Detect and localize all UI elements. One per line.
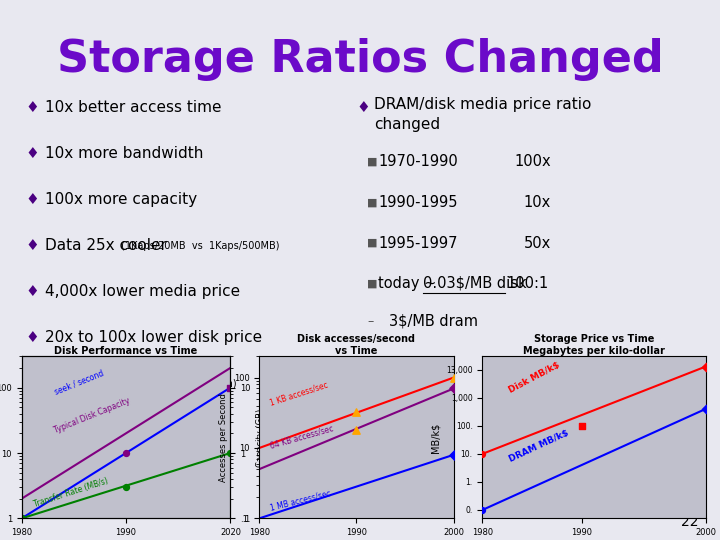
Text: 10x more bandwidth: 10x more bandwidth: [45, 146, 203, 161]
Text: 1990-1995: 1990-1995: [378, 195, 457, 210]
Title: Disk accesses/second
vs Time: Disk accesses/second vs Time: [297, 334, 415, 356]
Y-axis label: MB/k$: MB/k$: [431, 422, 441, 453]
Text: Scan takes 10x longer: Scan takes 10x longer: [45, 376, 215, 391]
Text: ♦: ♦: [25, 284, 39, 299]
Title: Disk Performance vs Time: Disk Performance vs Time: [55, 346, 197, 356]
Text: 1995-1997: 1995-1997: [378, 235, 457, 251]
Text: ♦: ♦: [25, 192, 39, 207]
Text: 10x: 10x: [523, 195, 551, 210]
Text: (1Kaps/20MB  vs  1Kaps/500MB): (1Kaps/20MB vs 1Kaps/500MB): [118, 241, 279, 251]
Text: 0.03$/MB disk: 0.03$/MB disk: [423, 276, 526, 291]
Text: 100:1: 100:1: [507, 276, 549, 291]
Title: Storage Price vs Time
Megabytes per kilo-dollar: Storage Price vs Time Megabytes per kilo…: [523, 334, 665, 356]
Text: ♦: ♦: [25, 146, 39, 161]
Text: ♦: ♦: [25, 330, 39, 345]
Point: [225, 449, 236, 457]
Text: ■: ■: [367, 279, 378, 288]
Y-axis label: Capacity (GB): Capacity (GB): [256, 408, 265, 467]
Text: ■: ■: [367, 157, 378, 167]
Text: Disk MB/k$: Disk MB/k$: [507, 360, 562, 395]
Text: Storage Ratios Changed: Storage Ratios Changed: [57, 38, 663, 81]
Text: 50x: 50x: [523, 235, 551, 251]
Point: [700, 362, 711, 371]
Point: [351, 426, 362, 434]
Text: 1970-1990: 1970-1990: [378, 154, 458, 170]
Text: ■: ■: [367, 198, 378, 207]
Text: DRAM MB/k$: DRAM MB/k$: [507, 429, 570, 464]
Text: 3$/MB dram: 3$/MB dram: [389, 314, 478, 329]
Text: Typical Disk Capacity: Typical Disk Capacity: [53, 396, 132, 435]
Text: ♦: ♦: [25, 100, 39, 116]
Text: 64 KB access/sec: 64 KB access/sec: [269, 423, 335, 450]
Text: Data 25x cooler: Data 25x cooler: [45, 238, 166, 253]
Y-axis label: Accesses per Second: Accesses per Second: [219, 393, 228, 482]
Text: 1 MB access/sec: 1 MB access/sec: [269, 489, 331, 512]
Point: [448, 373, 459, 382]
Text: 1 KB access/sec: 1 KB access/sec: [269, 380, 329, 408]
Text: Transfer Rate (MB/s): Transfer Rate (MB/s): [32, 476, 109, 509]
Text: ♦: ♦: [25, 238, 39, 253]
Text: 20x to 100x lower disk price: 20x to 100x lower disk price: [45, 330, 262, 345]
Text: ♦: ♦: [356, 100, 370, 115]
Text: 22: 22: [681, 515, 698, 529]
Point: [120, 483, 132, 491]
Point: [351, 408, 362, 417]
Text: today ~: today ~: [378, 276, 441, 291]
Text: –: –: [367, 315, 374, 328]
Point: [448, 450, 459, 459]
Text: 100x: 100x: [514, 154, 551, 170]
Point: [477, 505, 488, 514]
Point: [120, 449, 132, 457]
Point: [576, 422, 588, 430]
Point: [225, 383, 236, 392]
Text: seek / second: seek / second: [53, 368, 104, 396]
Text: DRAM/disk media price ratio
changed: DRAM/disk media price ratio changed: [374, 97, 592, 132]
Point: [448, 384, 459, 393]
Text: (3 min vs 45 min): (3 min vs 45 min): [148, 379, 237, 388]
Point: [477, 450, 488, 458]
Point: [16, 514, 27, 523]
Text: 4,000x lower media price: 4,000x lower media price: [45, 284, 240, 299]
Point: [700, 404, 711, 413]
Text: 100x more capacity: 100x more capacity: [45, 192, 197, 207]
Text: ♦: ♦: [25, 376, 39, 391]
Text: ■: ■: [367, 238, 378, 248]
Point: [16, 514, 27, 523]
Text: 10x better access time: 10x better access time: [45, 100, 221, 116]
